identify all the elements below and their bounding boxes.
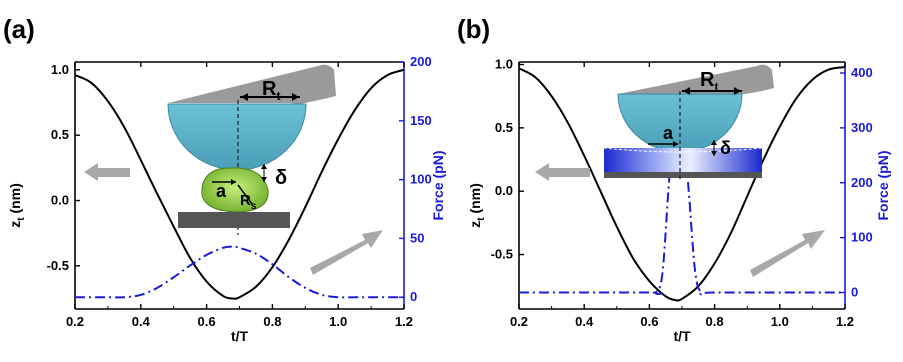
- sphere-radius-label: Rs: [240, 192, 257, 212]
- y-right-tick-label: 50: [410, 230, 424, 245]
- y-right-axis-label: Force (pN): [430, 151, 446, 221]
- x-tick-label: 1.2: [836, 314, 854, 329]
- z-displacement-line: [74, 68, 405, 300]
- y-right-tick-label: 100: [851, 230, 873, 245]
- y-left-tick-label: 0.5: [495, 120, 513, 135]
- contact-radius-label-b: a: [663, 123, 674, 143]
- arrow-left-icon: [84, 163, 130, 181]
- x-tick-label: 0.4: [132, 314, 151, 329]
- y-right-tick-label: 150: [410, 113, 432, 128]
- y-right-tick-label: 0: [410, 289, 417, 304]
- panel-b: (b) 0.2 0.4 0.6 0.8 1.0 1.2 t/T -0.5 0.0 0.5 1.0 zt…: [457, 14, 891, 344]
- inset-b: Rt a δ: [603, 64, 774, 182]
- series-a: [74, 68, 405, 300]
- x-tick-label: 0.4: [575, 314, 594, 329]
- x-tick-label: 0.6: [198, 314, 216, 329]
- substrate-b: [604, 172, 762, 178]
- tip-radius-label: Rt: [700, 69, 718, 94]
- sphere-sample-icon: [201, 167, 269, 213]
- y-right-tick-label: 400: [851, 65, 873, 80]
- x-tick-label: 1.0: [329, 314, 347, 329]
- y-left-axis-label: zt (nm): [467, 183, 487, 228]
- arrow-left-icon: [535, 163, 590, 181]
- y-left-tick-label: 1.0: [51, 62, 69, 77]
- x-axis-label: t/T: [231, 328, 249, 344]
- inset-a: Rt δ a Rs: [167, 64, 336, 235]
- tip-radius-label: Rt: [262, 78, 280, 103]
- z-displacement-line: [518, 66, 846, 302]
- force-line: [75, 245, 404, 299]
- contact-radius-label-a: a: [216, 181, 227, 201]
- arrow-up-right-a: [310, 230, 383, 275]
- film-sample-icon: [604, 148, 762, 172]
- afm-tip-icon: [167, 103, 307, 171]
- panel-a: (a) 0.2 0.4 0.6 0.8 1.0 1.2 t/T -0.5 0.0 0.5 1.0 zt…: [3, 14, 446, 344]
- axes-a: 0.2 0.4 0.6 0.8 1.0 1.2 t/T -0.5 0.0 0.5 1.0 zt (nm…: [7, 54, 446, 344]
- y-left-tick-label: 0.5: [51, 127, 69, 142]
- y-left-tick-label: 0.0: [495, 183, 513, 198]
- afm-cantilever-icon: [168, 64, 336, 104]
- y-left-tick-label: 1.0: [495, 57, 513, 72]
- x-tick-label: 0.8: [706, 314, 724, 329]
- y-right-tick-label: 0: [851, 285, 858, 300]
- x-tick-label: 0.6: [640, 314, 658, 329]
- delta-label: δ: [720, 138, 731, 158]
- x-tick-label: 0.8: [263, 314, 281, 329]
- arrow-left-b: [535, 163, 590, 181]
- panel-label-a: (a): [3, 14, 35, 44]
- arrow-left-a: [84, 163, 130, 181]
- y-right-tick-label: 200: [410, 54, 432, 69]
- y-left-tick-label: -0.5: [47, 258, 69, 273]
- y-right-tick-label: 100: [410, 172, 432, 187]
- x-tick-label: 1.2: [395, 314, 413, 329]
- y-right-tick-label: 300: [851, 120, 873, 135]
- arrow-up-right-icon: [750, 230, 825, 277]
- arrow-up-right-icon: [310, 230, 383, 275]
- y-left-tick-label: -0.5: [491, 247, 513, 262]
- y-left-axis-label: zt (nm): [7, 183, 27, 228]
- x-tick-label: 0.2: [510, 314, 528, 329]
- arrow-up-right-b: [750, 230, 825, 277]
- x-tick-label: 0.2: [66, 314, 84, 329]
- afm-cantilever-icon: [618, 64, 774, 94]
- x-axis-label: t/T: [673, 328, 691, 344]
- delta-label: δ: [275, 167, 287, 189]
- x-tick-label: 1.0: [771, 314, 789, 329]
- axes-b: 0.2 0.4 0.6 0.8 1.0 1.2 t/T -0.5 0.0 0.5 1.0 zt (nm…: [467, 57, 891, 344]
- y-right-tick-label: 200: [851, 175, 873, 190]
- substrate-a: [178, 212, 290, 228]
- panel-label-b: (b): [457, 14, 490, 44]
- y-left-tick-label: 0.0: [51, 193, 69, 208]
- y-right-axis-label: Force (pN): [875, 151, 891, 221]
